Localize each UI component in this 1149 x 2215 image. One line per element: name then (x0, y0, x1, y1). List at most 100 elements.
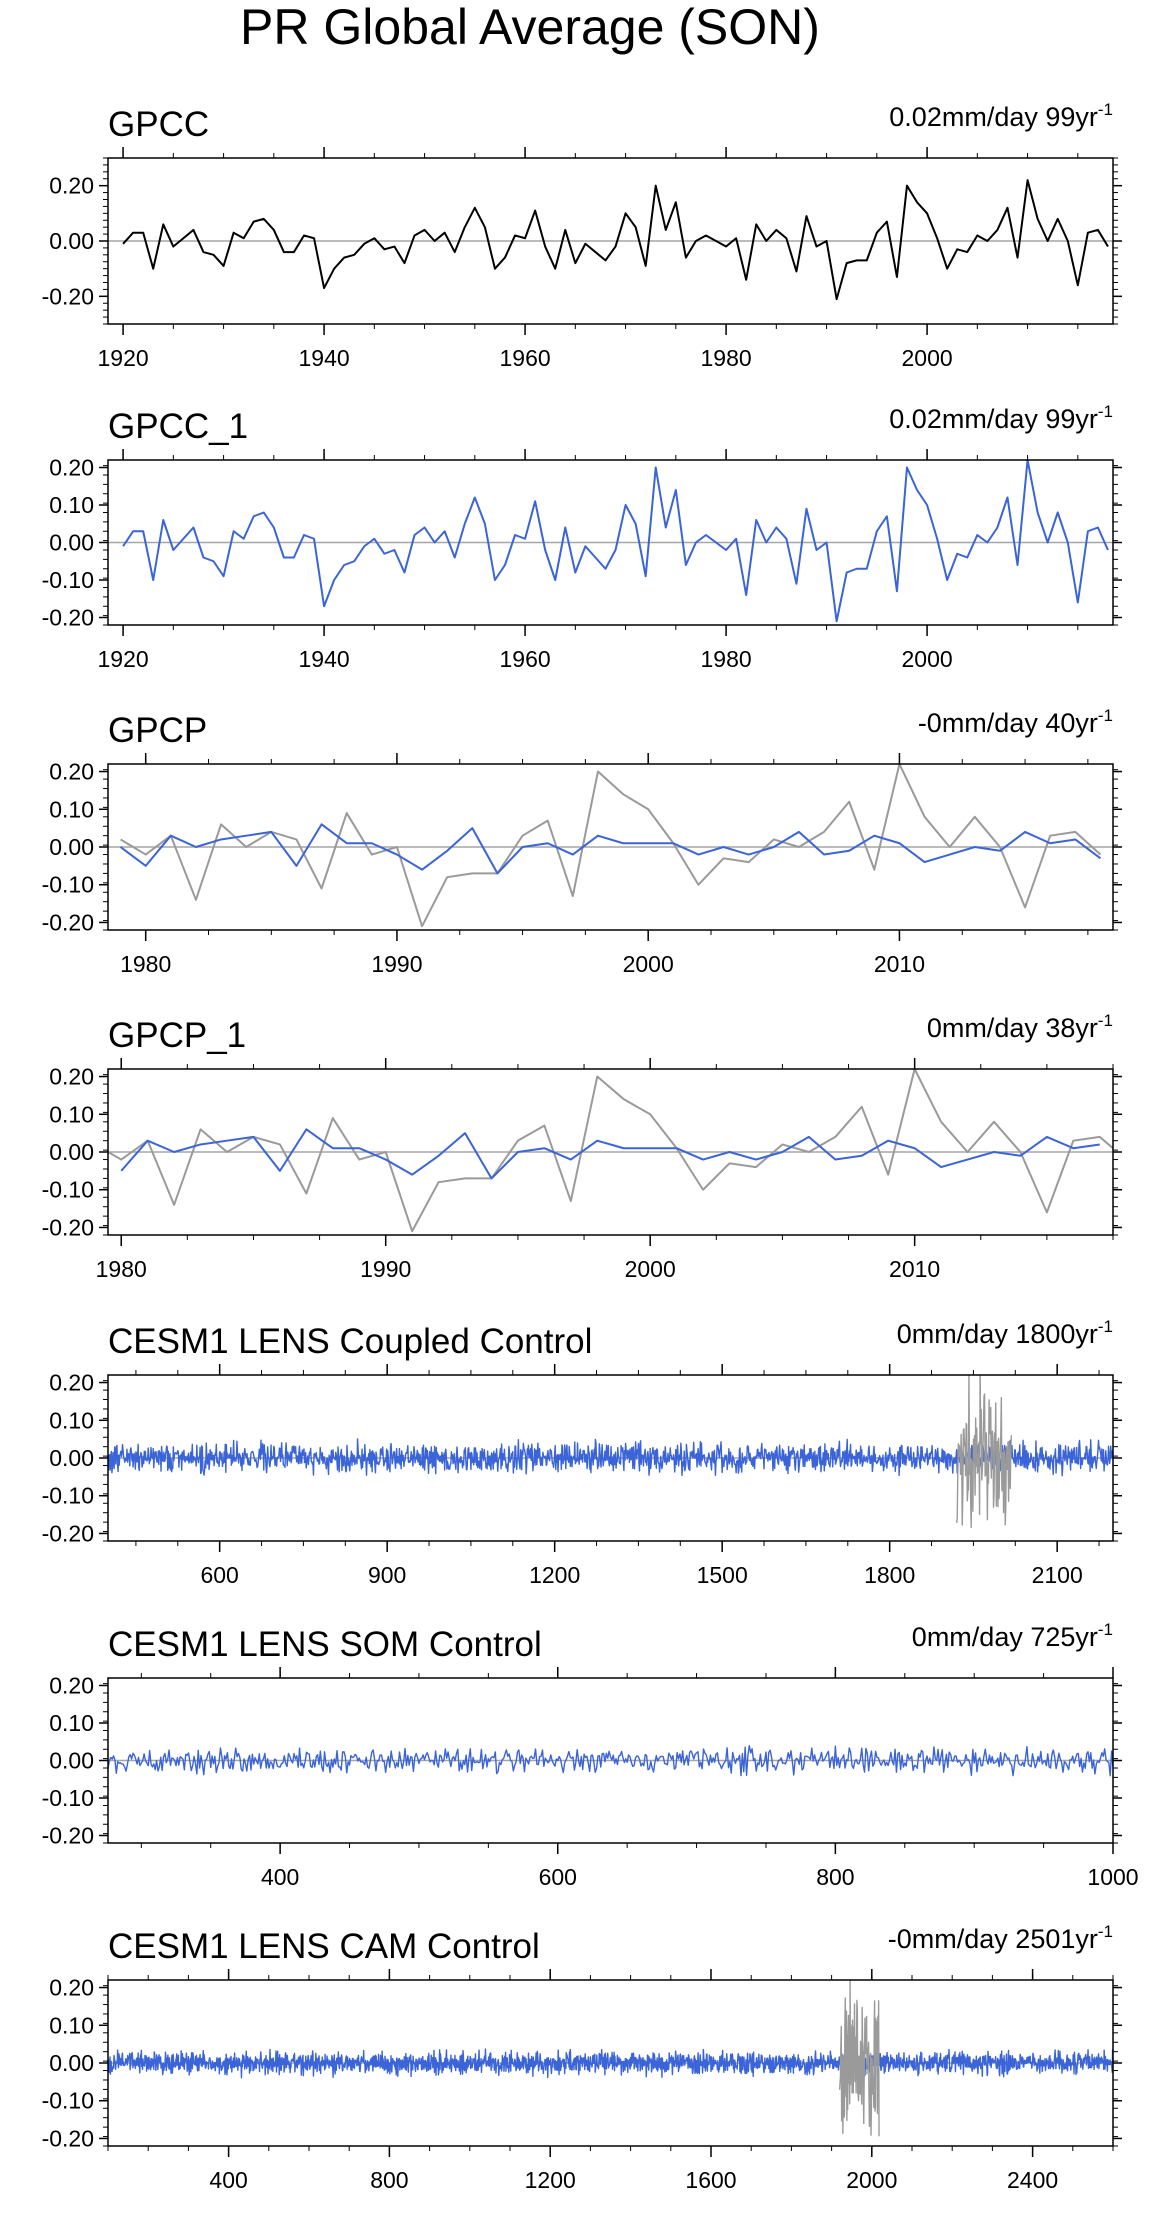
trend-value: 0mm/day 725yr (912, 1622, 1098, 1652)
y-tick-label: -0.10 (42, 1177, 94, 1203)
x-tick-label: 2100 (1032, 1562, 1083, 1588)
panel-title: CESM1 LENS CAM Control (108, 1927, 540, 1966)
y-tick-label: -0.10 (42, 1483, 94, 1509)
trend-label: 0mm/day 1800yr-1 (897, 1317, 1113, 1349)
series-line-1 (108, 2048, 1113, 2079)
panel-2: GPCC_1 0.02mm/day 99yr-1 0.20 0.10 0.00 -0.10… (42, 402, 1122, 672)
x-tick-label: 2000 (901, 646, 952, 672)
panel-4: GPCP_1 0mm/day 38yr-1 0.20 0.10 0.00 -0.10 -0.… (42, 1011, 1122, 1282)
trend-value: -0mm/day 2501yr (888, 1924, 1098, 1954)
y-tick-label: 0.20 (49, 759, 94, 785)
y-tick-label: 0.00 (49, 530, 94, 556)
x-tick-label: 800 (370, 2167, 408, 2193)
x-tick-label: 1200 (529, 1562, 580, 1588)
plot-area (108, 1069, 1113, 1233)
y-tick-label: 0.20 (49, 1064, 94, 1090)
y-tick-label: 0.00 (49, 2050, 94, 2076)
x-tick-label: 1990 (360, 1256, 411, 1282)
y-tick-label: 0.20 (49, 1975, 94, 2001)
panel-1: GPCC 0.02mm/day 99yr-1 0.20 0.00 -0.20 1920 19… (42, 100, 1122, 371)
y-tick-label: -0.20 (42, 605, 94, 631)
x-tick-label: 2010 (889, 1256, 940, 1282)
x-tick-label: 400 (261, 1864, 299, 1890)
trend-superscript: -1 (1098, 100, 1113, 119)
panel-6: CESM1 LENS SOM Control 0mm/day 725yr-1 0.2… (42, 1620, 1139, 1890)
x-tick-label: 1920 (97, 646, 148, 672)
x-tick-label: 1980 (120, 951, 171, 977)
panel-title: GPCP (108, 711, 207, 750)
x-tick-label: 1980 (700, 345, 751, 371)
x-tick-label: 1800 (864, 1562, 915, 1588)
x-tick-label: 2000 (901, 345, 952, 371)
y-tick-label: -0.10 (42, 1785, 94, 1811)
y-tick-label: -0.20 (42, 2125, 94, 2151)
trend-label: 0.02mm/day 99yr-1 (889, 100, 1113, 132)
x-tick-label: 1000 (1087, 1864, 1138, 1890)
x-tick-label: 1940 (298, 345, 349, 371)
series-line-1 (120, 764, 1102, 928)
x-tick-label: 1940 (298, 646, 349, 672)
panel-7: CESM1 LENS CAM Control -0mm/day 2501yr-1 0… (42, 1922, 1122, 2193)
panel-title: GPCP_1 (108, 1016, 246, 1055)
trend-superscript: -1 (1098, 1011, 1113, 1030)
trend-superscript: -1 (1098, 1317, 1113, 1336)
y-tick-label: -0.10 (42, 872, 94, 898)
y-tick-label: 0.10 (49, 1407, 94, 1433)
series-line-1 (108, 1744, 1113, 1777)
y-tick-label: 0.20 (49, 1370, 94, 1396)
plot-area (108, 1375, 1113, 1529)
x-tick-label: 1600 (685, 2167, 736, 2193)
x-tick-label: 2000 (623, 951, 674, 977)
x-tick-label: 400 (209, 2167, 247, 2193)
trend-superscript: -1 (1098, 1620, 1113, 1639)
x-tick-label: 2400 (1007, 2167, 1058, 2193)
y-tick-label: 0.10 (49, 2012, 94, 2038)
x-tick-label: 1990 (371, 951, 422, 977)
y-tick-label: 0.20 (49, 455, 94, 481)
panel-title: CESM1 LENS Coupled Control (108, 1322, 592, 1361)
x-tick-label: 1980 (700, 646, 751, 672)
plot-area (122, 179, 1109, 301)
y-tick-label: 0.10 (49, 796, 94, 822)
panel-title: CESM1 LENS SOM Control (108, 1625, 542, 1664)
y-tick-label: 0.00 (49, 834, 94, 860)
panel-5: CESM1 LENS Coupled Control 0mm/day 1800yr… (42, 1317, 1122, 1588)
y-tick-label: -0.10 (42, 2088, 94, 2114)
y-tick-label: 0.20 (49, 173, 94, 199)
x-tick-label: 2010 (874, 951, 925, 977)
x-tick-label: 1960 (499, 646, 550, 672)
plot-area (108, 1744, 1113, 1777)
series-line-1 (122, 460, 1109, 623)
plot-area (122, 460, 1109, 623)
y-tick-label: -0.20 (42, 283, 94, 309)
trend-value: 0mm/day 1800yr (897, 1319, 1098, 1349)
x-tick-label: 1200 (525, 2167, 576, 2193)
y-tick-label: 0.00 (49, 1445, 94, 1471)
y-tick-label: -0.20 (42, 1520, 94, 1546)
y-tick-label: 0.20 (49, 1673, 94, 1699)
trend-superscript: -1 (1098, 1922, 1113, 1941)
y-tick-label: 0.10 (49, 492, 94, 518)
series-line-2 (119, 823, 1102, 875)
series-line-1 (108, 1069, 1113, 1233)
panel-title: GPCC (108, 105, 209, 144)
trend-value: 0.02mm/day 99yr (889, 404, 1098, 434)
panel-title: GPCC_1 (108, 407, 248, 446)
trend-label: 0mm/day 725yr-1 (912, 1620, 1113, 1652)
trend-superscript: -1 (1098, 706, 1113, 725)
trend-value: -0mm/day 40yr (918, 708, 1098, 738)
trend-label: -0mm/day 40yr-1 (918, 706, 1113, 738)
x-tick-label: 600 (200, 1562, 238, 1588)
series-line-1 (122, 179, 1109, 301)
y-tick-label: -0.20 (42, 909, 94, 935)
y-tick-label: 0.10 (49, 1101, 94, 1127)
series-line-2 (120, 1128, 1100, 1180)
x-tick-label: 2000 (625, 1256, 676, 1282)
series-line-1 (108, 1438, 1113, 1477)
y-tick-label: 0.00 (49, 1748, 94, 1774)
y-tick-label: 0.00 (49, 1139, 94, 1165)
trend-label: 0mm/day 38yr-1 (927, 1011, 1113, 1043)
x-tick-label: 800 (816, 1864, 854, 1890)
y-tick-label: -0.20 (42, 1823, 94, 1849)
